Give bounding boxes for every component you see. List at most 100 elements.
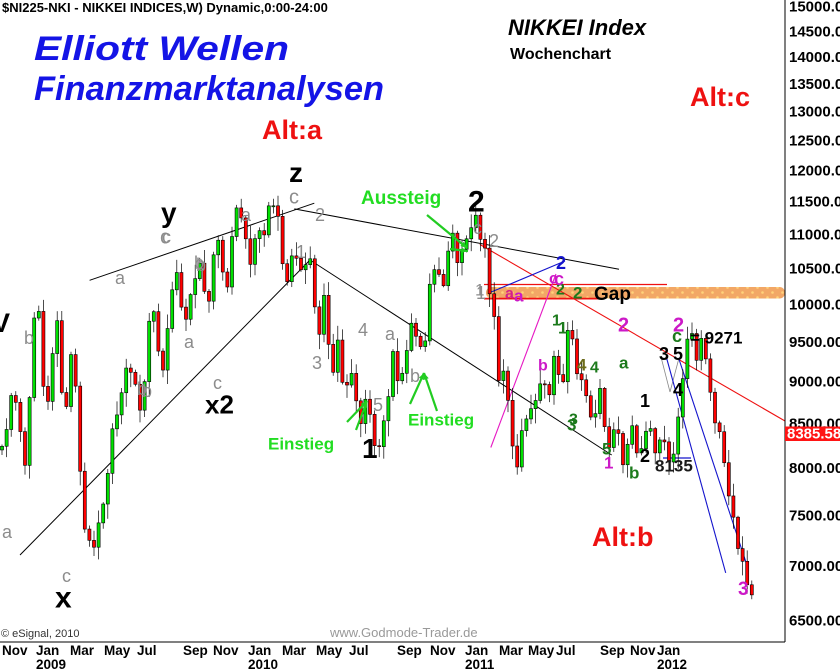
svg-text:Gap: Gap [594,284,631,305]
svg-text:a: a [505,286,514,303]
svg-text:Sep: Sep [397,643,422,658]
svg-text:Finanzmarktanalysen: Finanzmarktanalysen [34,70,384,108]
svg-text:Nov: Nov [430,643,456,658]
svg-text:7500.00: 7500.00 [789,507,840,524]
svg-text:3: 3 [312,353,322,373]
svg-text:1: 1 [604,453,613,472]
svg-text:2: 2 [489,231,499,251]
svg-text:12500.00: 12500.00 [789,132,840,149]
svg-text:3: 3 [567,415,576,434]
svg-text:Mar: Mar [70,643,95,658]
svg-text:Sep: Sep [183,643,208,658]
svg-text:z: z [289,157,303,188]
svg-text:www.Godmode-Trader.de: www.Godmode-Trader.de [329,625,478,640]
svg-text:© eSignal, 2010: © eSignal, 2010 [1,628,79,640]
svg-text:May: May [528,643,555,658]
svg-text:Alt:b: Alt:b [592,522,653,552]
svg-text:c: c [162,227,171,247]
svg-text:4: 4 [673,380,683,400]
svg-text:y: y [161,197,177,228]
svg-text:May: May [316,643,343,658]
svg-text:1: 1 [640,391,650,411]
svg-text:2: 2 [573,283,582,302]
svg-text:Jul: Jul [137,643,157,658]
svg-text:1: 1 [362,433,378,464]
svg-text:b: b [538,358,548,375]
svg-text:10000.00: 10000.00 [789,296,840,313]
svg-text:= 9271: = 9271 [690,328,742,347]
svg-text:10500.00: 10500.00 [789,260,840,277]
svg-text:x2: x2 [205,389,234,419]
svg-text:x: x [55,581,72,614]
svg-text:a: a [184,332,195,352]
svg-text:11500.00: 11500.00 [789,194,840,211]
svg-text:Elliott Wellen: Elliott Wellen [34,30,289,68]
svg-text:1: 1 [296,242,306,262]
svg-text:a: a [2,522,13,542]
svg-text:Jul: Jul [349,643,369,658]
svg-text:Nov: Nov [2,643,28,658]
svg-text:b: b [410,366,420,386]
svg-text:Einstieg: Einstieg [268,434,334,453]
svg-text:Alt:a: Alt:a [262,115,323,145]
svg-text:2: 2 [468,185,485,218]
svg-text:Wochenchart: Wochenchart [510,46,612,63]
svg-text:V: V [0,308,10,338]
svg-text:8000.00: 8000.00 [789,460,840,477]
svg-text:2012: 2012 [657,657,687,672]
svg-text:a: a [514,286,524,305]
svg-text:13500.00: 13500.00 [789,76,840,93]
svg-text:1: 1 [558,318,567,337]
svg-text:a: a [241,205,252,225]
svg-text:5: 5 [673,344,683,364]
svg-text:Jan: Jan [36,643,59,658]
svg-text:a: a [115,268,126,288]
svg-text:5: 5 [373,395,383,415]
svg-text:4: 4 [358,320,368,340]
svg-text:Jul: Jul [556,643,576,658]
svg-text:2: 2 [315,205,325,225]
svg-text:May: May [104,643,131,658]
svg-text:7000.00: 7000.00 [789,558,840,575]
svg-text:a: a [385,324,396,344]
svg-text:13000.00: 13000.00 [789,104,840,121]
svg-text:1: 1 [476,283,486,303]
svg-text:2009: 2009 [36,657,66,672]
svg-text:NIKKEI Index: NIKKEI Index [508,15,647,40]
svg-text:$NI225-NKI - NIKKEI INDICES,W): $NI225-NKI - NIKKEI INDICES,W) Dynamic,0… [2,0,328,15]
svg-text:c: c [672,326,682,346]
svg-text:b: b [629,463,639,482]
svg-text:15000.00: 15000.00 [789,0,840,16]
svg-text:Sep: Sep [600,643,625,658]
svg-text:Einstieg: Einstieg [408,410,474,429]
svg-text:c: c [289,187,299,209]
svg-text:b: b [137,379,147,399]
svg-text:Jan: Jan [657,643,680,658]
svg-text:2: 2 [640,446,650,466]
svg-text:Mar: Mar [499,643,524,658]
svg-text:4: 4 [590,360,599,377]
svg-text:Nov: Nov [630,643,656,658]
svg-text:Jan: Jan [465,643,488,658]
svg-text:8385.5898: 8385.5898 [787,426,840,443]
svg-text:b: b [194,253,204,273]
svg-text:c: c [473,218,482,238]
svg-text:Aussteig: Aussteig [361,188,441,209]
svg-text:Mar: Mar [282,643,307,658]
svg-text:2010: 2010 [248,657,278,672]
svg-text:Jan: Jan [248,643,271,658]
svg-text:3: 3 [738,579,749,600]
svg-text:14000.00: 14000.00 [789,49,840,66]
svg-text:11000.00: 11000.00 [789,226,840,243]
svg-text:8135: 8135 [655,456,693,475]
svg-text:9000.00: 9000.00 [789,374,840,391]
svg-text:Alt:c: Alt:c [690,82,750,112]
svg-text:a: a [619,353,629,372]
svg-text:9500.00: 9500.00 [789,334,840,351]
svg-text:2011: 2011 [465,657,495,672]
svg-text:Nov: Nov [213,643,239,658]
svg-text:14500.00: 14500.00 [789,24,840,41]
svg-text:4: 4 [577,355,587,374]
svg-text:2: 2 [618,315,629,337]
svg-text:3: 3 [659,344,669,364]
